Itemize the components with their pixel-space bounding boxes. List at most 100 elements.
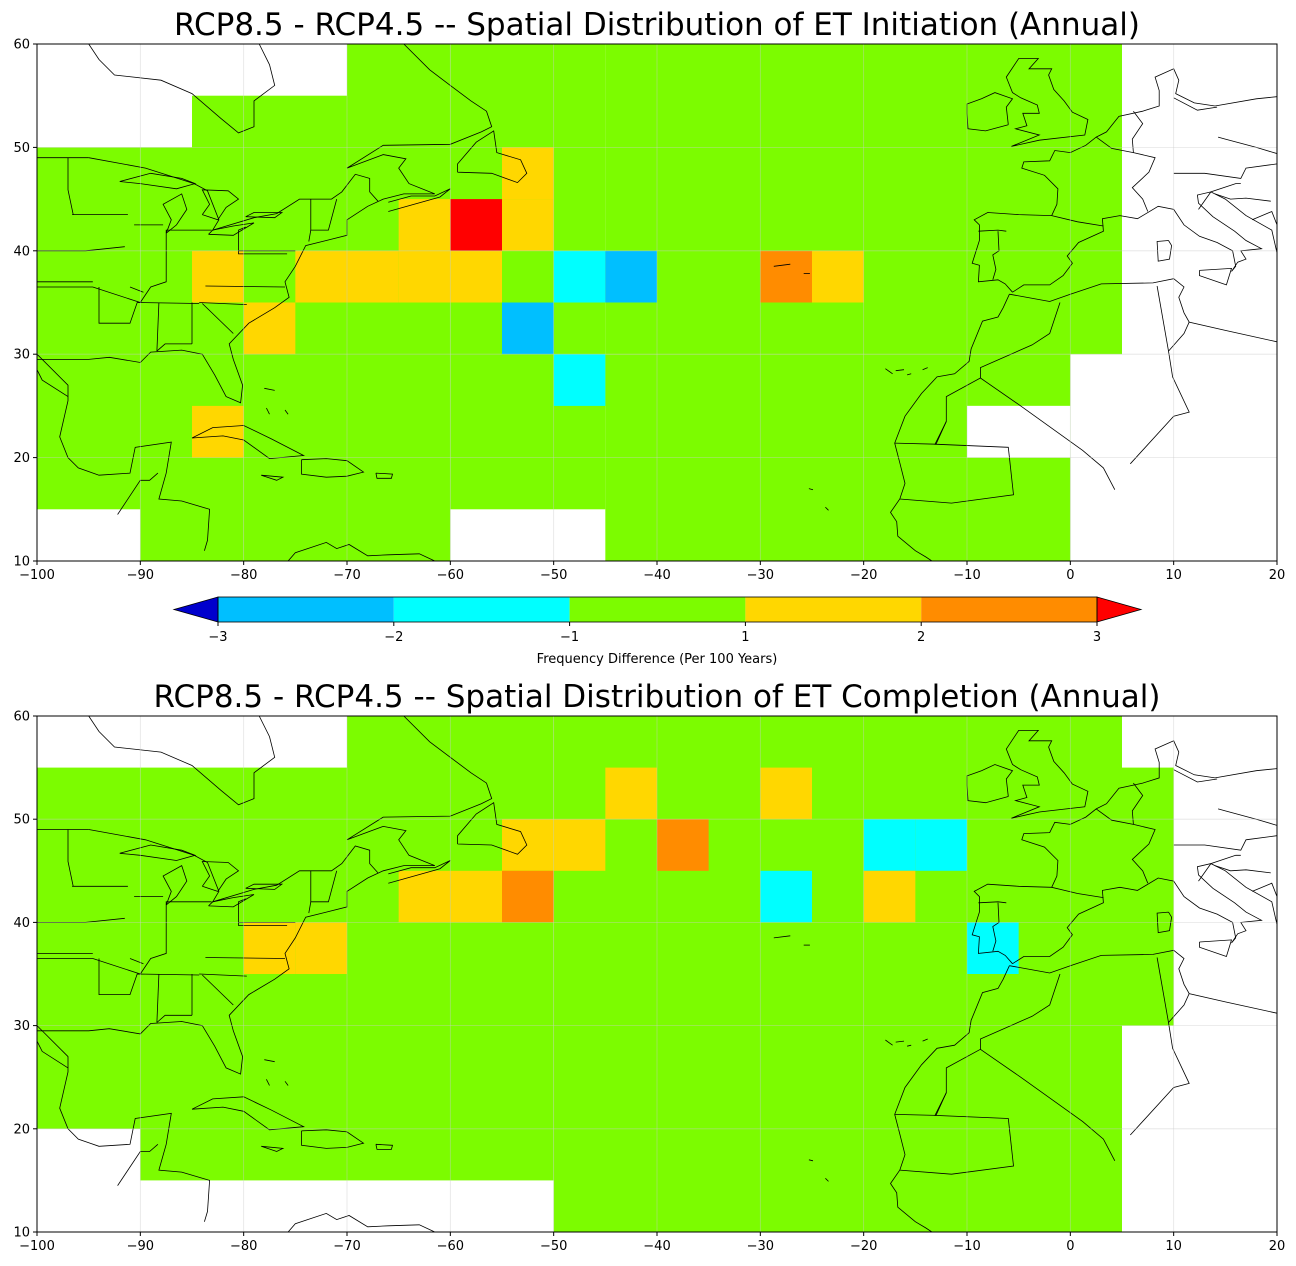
x-tick-label: −10 — [953, 1239, 980, 1254]
x-tick-label: −70 — [333, 568, 360, 583]
coastline-segment — [773, 935, 791, 939]
colorbar-label: Frequency Difference (Per 100 Years) — [537, 652, 778, 667]
coastline-segment — [457, 802, 528, 855]
coastline-segment — [1051, 215, 1104, 227]
coastline-segment — [1173, 769, 1218, 783]
coastline-segment — [1199, 939, 1233, 958]
x-tick-label: 10 — [1165, 1239, 1182, 1254]
colorbar-frame — [217, 596, 1098, 623]
anomaly-cell — [398, 870, 451, 923]
coastline-segment — [922, 1038, 928, 1042]
coastline-segment — [1173, 97, 1218, 111]
coastline-segment — [266, 1079, 270, 1086]
coastline-segment — [992, 902, 1000, 952]
coastline-segment — [261, 1145, 285, 1152]
x-tick-label: 10 — [1165, 568, 1182, 583]
gridlines — [37, 716, 1277, 1232]
coastline-segment — [980, 1048, 1116, 1161]
domain-region — [37, 147, 141, 510]
initiation-axis-ticks: −100 −90 −80 −70 −60 −50 −40 −30 −20 −10 0 10 201020… — [13, 38, 1285, 584]
anomaly-cell — [450, 870, 502, 923]
coastline-segment — [156, 1014, 192, 1023]
anomaly-cell — [398, 199, 451, 251]
coastline-segment — [205, 285, 286, 288]
coastline-segment — [199, 973, 247, 977]
domain-region — [967, 354, 1071, 406]
coastline-segment — [199, 302, 247, 305]
coastline-segment — [37, 716, 493, 1075]
coastline-segment — [978, 229, 1007, 232]
coastline-segment — [457, 130, 528, 184]
coastline-segment — [1252, 210, 1277, 226]
coastline-segment — [308, 230, 312, 242]
y-tick-label: 50 — [13, 141, 30, 156]
coastline-segment — [310, 198, 338, 231]
anomaly-cell — [605, 250, 657, 303]
coastline-segment — [264, 1059, 275, 1063]
x-tick-label: −100 — [19, 1239, 55, 1254]
coastline-segment — [1051, 886, 1104, 898]
y-tick-label: 30 — [13, 348, 30, 363]
coastline-segment — [98, 958, 200, 995]
x-tick-label: −30 — [747, 1239, 774, 1254]
domain-region — [192, 95, 244, 561]
coastline-segment — [156, 343, 192, 352]
coastline-segment — [117, 1143, 159, 1186]
anomaly-cell — [295, 250, 347, 303]
coastline-segment — [1130, 957, 1190, 1136]
y-tick-label: 40 — [13, 916, 30, 931]
coastline-segment — [1214, 865, 1271, 874]
anomaly-cell — [863, 870, 916, 923]
coastline-segment — [922, 367, 928, 371]
coastline-segment — [992, 231, 1000, 280]
colorbar-over-arrow — [1096, 596, 1143, 623]
y-tick-label: 10 — [13, 1226, 30, 1241]
coastline-segment — [895, 369, 905, 372]
colorbar-tick-label: 3 — [1093, 630, 1101, 645]
colorbar-under-arrow — [172, 596, 219, 623]
coastline-segment — [191, 425, 306, 460]
anomaly-cell — [657, 819, 709, 871]
coastline-segment — [301, 1129, 365, 1149]
coastline-segment — [1095, 136, 1156, 212]
x-tick-label: −40 — [643, 1239, 670, 1254]
anomaly-cell — [502, 302, 554, 355]
coastline-segment — [37, 229, 212, 303]
y-tick-label: 60 — [13, 38, 30, 53]
colorbar-bin — [218, 597, 394, 622]
coastline-segment — [375, 472, 394, 479]
coastline-segment — [1005, 58, 1089, 147]
coastline-segment — [201, 861, 240, 892]
y-tick-label: 50 — [13, 813, 30, 828]
anomaly-cell — [347, 250, 399, 303]
coastline-segment — [98, 287, 200, 324]
anomaly-cell — [450, 250, 502, 303]
x-tick-label: −60 — [437, 1239, 464, 1254]
x-tick-label: −90 — [127, 1239, 154, 1254]
coastline-segment — [156, 973, 160, 1023]
domain-region — [1122, 767, 1174, 1026]
coastline-segment — [885, 368, 893, 375]
coastline-segment — [1131, 110, 1144, 153]
colorbar-tick-label: −1 — [560, 630, 579, 645]
anomaly-cell — [243, 922, 296, 974]
coastline-segment — [264, 387, 275, 391]
coastline-segment — [773, 263, 791, 267]
coastline-segment — [1130, 285, 1190, 465]
x-tick-label: 20 — [1269, 1239, 1286, 1254]
coastline-segment — [308, 901, 312, 914]
y-tick-label: 20 — [13, 451, 30, 466]
coastline-segment — [825, 506, 829, 511]
coastline-segment — [1217, 808, 1277, 826]
coastline-segment — [825, 1178, 829, 1182]
coastline-segment — [1156, 240, 1173, 262]
coastline-segment — [67, 829, 74, 887]
coastline-segment — [212, 1212, 435, 1232]
coastline-segment — [266, 407, 270, 415]
x-tick-label: −20 — [850, 568, 877, 583]
coastline-segment — [245, 883, 284, 890]
anomaly-cell — [967, 922, 1019, 974]
anomaly-cell — [812, 250, 864, 303]
coastline-segment — [88, 829, 379, 903]
coastline-segment — [899, 1092, 1014, 1175]
